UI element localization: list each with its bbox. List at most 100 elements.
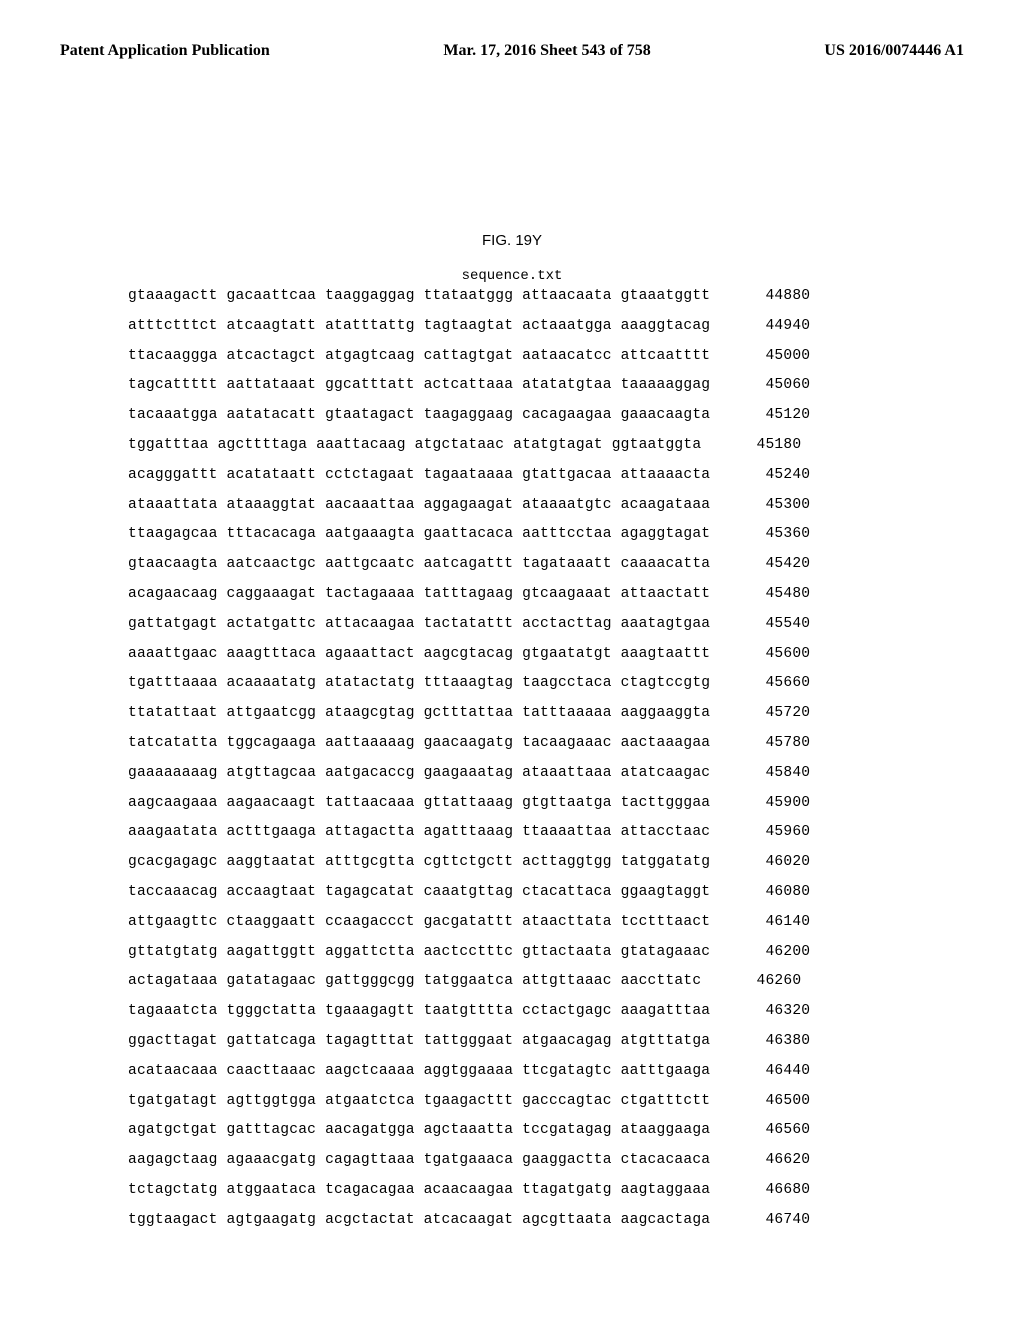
sequence-row: actagataaa gatatagaac gattgggcgg tatggaa…: [128, 967, 810, 997]
sequence-groups: ttatattaat attgaatcgg ataagcgtag gctttat…: [128, 699, 710, 729]
sequence-position: 46080: [710, 878, 810, 908]
sequence-groups: gaaaaaaaag atgttagcaa aatgacaccg gaagaaa…: [128, 759, 710, 789]
page: Patent Application Publication Mar. 17, …: [0, 0, 1024, 1320]
sequence-row: tgatgatagt agttggtgga atgaatctca tgaagac…: [128, 1087, 810, 1117]
sequence-row: gattatgagt actatgattc attacaagaa tactata…: [128, 610, 810, 640]
sequence-groups: tggtaagact agtgaagatg acgctactat atcacaa…: [128, 1206, 710, 1236]
sequence-row: gcacgagagc aaggtaatat atttgcgtta cgttctg…: [128, 848, 810, 878]
sequence-row: gtaaagactt gacaattcaa taaggaggag ttataat…: [128, 282, 810, 312]
sequence-row: tggtaagact agtgaagatg acgctactat atcacaa…: [128, 1206, 810, 1236]
sequence-groups: gtaacaagta aatcaactgc aattgcaatc aatcaga…: [128, 550, 710, 580]
sequence-position: 45000: [710, 342, 810, 372]
sequence-groups: aaagaatata actttgaaga attagactta agattta…: [128, 818, 710, 848]
sequence-groups: taccaaacag accaagtaat tagagcatat caaatgt…: [128, 878, 710, 908]
sequence-groups: tatcatatta tggcagaaga aattaaaaag gaacaag…: [128, 729, 710, 759]
sequence-position: 45120: [710, 401, 810, 431]
sequence-position: 45960: [710, 818, 810, 848]
sequence-row: acagaacaag caggaaagat tactagaaaa tatttag…: [128, 580, 810, 610]
sequence-position: 46560: [710, 1116, 810, 1146]
sequence-row: atttctttct atcaagtatt atatttattg tagtaag…: [128, 312, 810, 342]
sequence-row: ttaagagcaa tttacacaga aatgaaagta gaattac…: [128, 520, 810, 550]
sequence-position: 45840: [710, 759, 810, 789]
sequence-row: tagaaatcta tgggctatta tgaaagagtt taatgtt…: [128, 997, 810, 1027]
sequence-position: 46380: [710, 1027, 810, 1057]
sequence-position: 46320: [710, 997, 810, 1027]
sequence-row: ggacttagat gattatcaga tagagtttat tattggg…: [128, 1027, 810, 1057]
sequence-groups: tagcattttt aattataaat ggcatttatt actcatt…: [128, 371, 710, 401]
sequence-groups: gtaaagactt gacaattcaa taaggaggag ttataat…: [128, 282, 710, 312]
sequence-groups: gcacgagagc aaggtaatat atttgcgtta cgttctg…: [128, 848, 710, 878]
sequence-row: aaagaatata actttgaaga attagactta agattta…: [128, 818, 810, 848]
sequence-row: tatcatatta tggcagaaga aattaaaaag gaacaag…: [128, 729, 810, 759]
sequence-row: tgatttaaaa acaaaatatg atatactatg tttaaag…: [128, 669, 810, 699]
figure-title: FIG. 19Y: [0, 232, 1024, 249]
sequence-groups: tgatttaaaa acaaaatatg atatactatg tttaaag…: [128, 669, 710, 699]
sequence-position: 45660: [710, 669, 810, 699]
sequence-position: 46140: [710, 908, 810, 938]
sequence-groups: acagaacaag caggaaagat tactagaaaa tatttag…: [128, 580, 710, 610]
sequence-position: 46620: [710, 1146, 810, 1176]
sequence-position: 45300: [710, 491, 810, 521]
sequence-position: 46680: [710, 1176, 810, 1206]
sequence-groups: tctagctatg atggaataca tcagacagaa acaacaa…: [128, 1176, 710, 1206]
sequence-position: 46020: [710, 848, 810, 878]
page-header: Patent Application Publication Mar. 17, …: [0, 42, 1024, 60]
sequence-position: 45480: [710, 580, 810, 610]
sequence-position: 45240: [710, 461, 810, 491]
sequence-row: acataacaaa caacttaaac aagctcaaaa aggtgga…: [128, 1057, 810, 1087]
sequence-position: 46740: [710, 1206, 810, 1236]
header-center: Mar. 17, 2016 Sheet 543 of 758: [443, 42, 650, 60]
sequence-groups: ttaagagcaa tttacacaga aatgaaagta gaattac…: [128, 520, 710, 550]
sequence-row: aagcaagaaa aagaacaagt tattaacaaa gttatta…: [128, 789, 810, 819]
sequence-position: 44880: [710, 282, 810, 312]
sequence-position: 45360: [710, 520, 810, 550]
sequence-row: ataaattata ataaaggtat aacaaattaa aggagaa…: [128, 491, 810, 521]
sequence-groups: attgaagttc ctaaggaatt ccaagaccct gacgata…: [128, 908, 710, 938]
sequence-row: attgaagttc ctaaggaatt ccaagaccct gacgata…: [128, 908, 810, 938]
sequence-groups: tggatttaa agcttttaga aaattacaag atgctata…: [128, 431, 701, 461]
sequence-row: tctagctatg atggaataca tcagacagaa acaacaa…: [128, 1176, 810, 1206]
sequence-position: 44940: [710, 312, 810, 342]
sequence-row: tggatttaa agcttttaga aaattacaag atgctata…: [128, 431, 810, 461]
header-right: US 2016/0074446 A1: [824, 42, 964, 60]
sequence-position: 45600: [710, 640, 810, 670]
sequence-position: 46440: [710, 1057, 810, 1087]
sequence-groups: atttctttct atcaagtatt atatttattg tagtaag…: [128, 312, 710, 342]
header-left: Patent Application Publication: [60, 42, 270, 60]
sequence-row: taccaaacag accaagtaat tagagcatat caaatgt…: [128, 878, 810, 908]
sequence-position: 46200: [710, 938, 810, 968]
sequence-row: tagcattttt aattataaat ggcatttatt actcatt…: [128, 371, 810, 401]
sequence-groups: aagagctaag agaaacgatg cagagttaaa tgatgaa…: [128, 1146, 710, 1176]
sequence-position: 45420: [710, 550, 810, 580]
sequence-groups: aagcaagaaa aagaacaagt tattaacaaa gttatta…: [128, 789, 710, 819]
sequence-groups: tagaaatcta tgggctatta tgaaagagtt taatgtt…: [128, 997, 710, 1027]
sequence-position: 46500: [710, 1087, 810, 1117]
sequence-position: 46260: [701, 967, 801, 997]
sequence-row: gaaaaaaaag atgttagcaa aatgacaccg gaagaaa…: [128, 759, 810, 789]
sequence-row: ttacaaggga atcactagct atgagtcaag cattagt…: [128, 342, 810, 372]
sequence-groups: ggacttagat gattatcaga tagagtttat tattggg…: [128, 1027, 710, 1057]
sequence-position: 45060: [710, 371, 810, 401]
sequence-groups: acagggattt acatataatt cctctagaat tagaata…: [128, 461, 710, 491]
sequence-position: 45180: [701, 431, 801, 461]
sequence-groups: tgatgatagt agttggtgga atgaatctca tgaagac…: [128, 1087, 710, 1117]
sequence-groups: agatgctgat gatttagcac aacagatgga agctaaa…: [128, 1116, 710, 1146]
sequence-row: aagagctaag agaaacgatg cagagttaaa tgatgaa…: [128, 1146, 810, 1176]
sequence-position: 45900: [710, 789, 810, 819]
sequence-row: gtaacaagta aatcaactgc aattgcaatc aatcaga…: [128, 550, 810, 580]
sequence-groups: actagataaa gatatagaac gattgggcgg tatggaa…: [128, 967, 701, 997]
sequence-groups: gttatgtatg aagattggtt aggattctta aactcct…: [128, 938, 710, 968]
sequence-listing: gtaaagactt gacaattcaa taaggaggag ttataat…: [128, 282, 810, 1236]
sequence-groups: acataacaaa caacttaaac aagctcaaaa aggtgga…: [128, 1057, 710, 1087]
sequence-groups: ttacaaggga atcactagct atgagtcaag cattagt…: [128, 342, 710, 372]
sequence-row: ttatattaat attgaatcgg ataagcgtag gctttat…: [128, 699, 810, 729]
sequence-row: aaaattgaac aaagtttaca agaaattact aagcgta…: [128, 640, 810, 670]
sequence-row: acagggattt acatataatt cctctagaat tagaata…: [128, 461, 810, 491]
sequence-row: agatgctgat gatttagcac aacagatgga agctaaa…: [128, 1116, 810, 1146]
sequence-position: 45780: [710, 729, 810, 759]
sequence-groups: tacaaatgga aatatacatt gtaatagact taagagg…: [128, 401, 710, 431]
sequence-row: tacaaatgga aatatacatt gtaatagact taagagg…: [128, 401, 810, 431]
sequence-position: 45720: [710, 699, 810, 729]
sequence-groups: ataaattata ataaaggtat aacaaattaa aggagaa…: [128, 491, 710, 521]
sequence-position: 45540: [710, 610, 810, 640]
